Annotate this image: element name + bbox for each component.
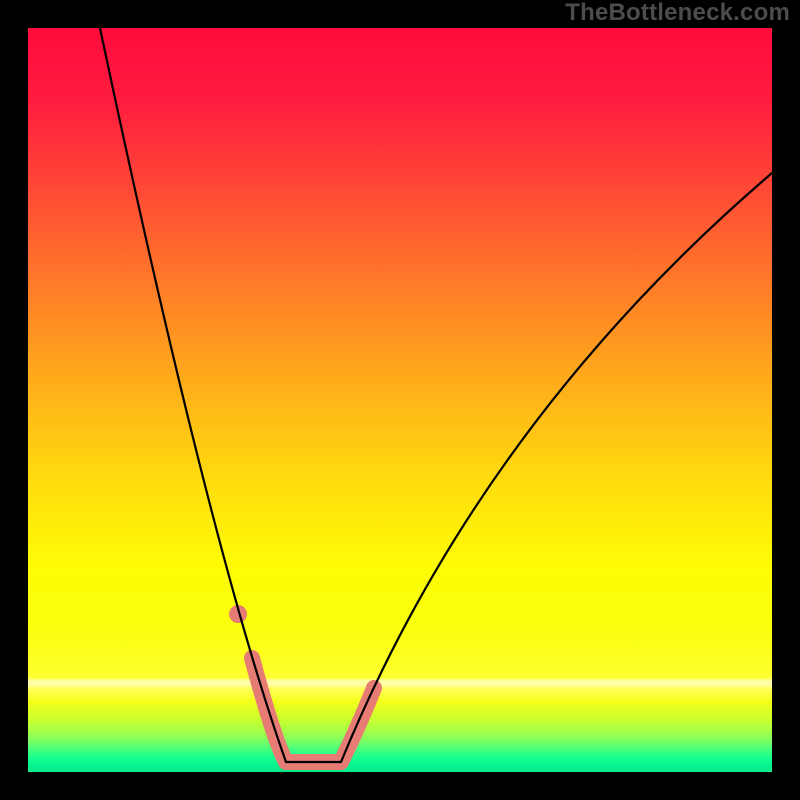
plot-area [28,28,772,772]
watermark-text: TheBottleneck.com [565,0,790,27]
gradient-background [28,28,772,772]
chart-svg [28,28,772,772]
